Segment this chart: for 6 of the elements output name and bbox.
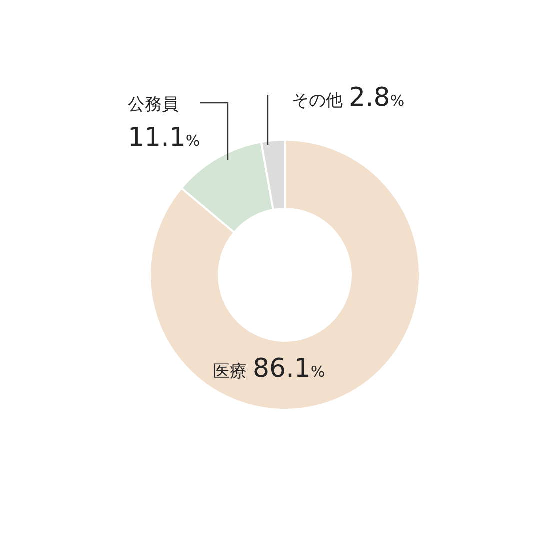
slice-label: 医療 [213, 362, 247, 382]
slice-label: 公務員 [128, 95, 179, 115]
data-label: 2.8% [349, 83, 405, 113]
data-label: 11.1% [128, 123, 200, 153]
slice-label: その他 [292, 91, 343, 111]
data-label: 86.1% [253, 354, 326, 384]
